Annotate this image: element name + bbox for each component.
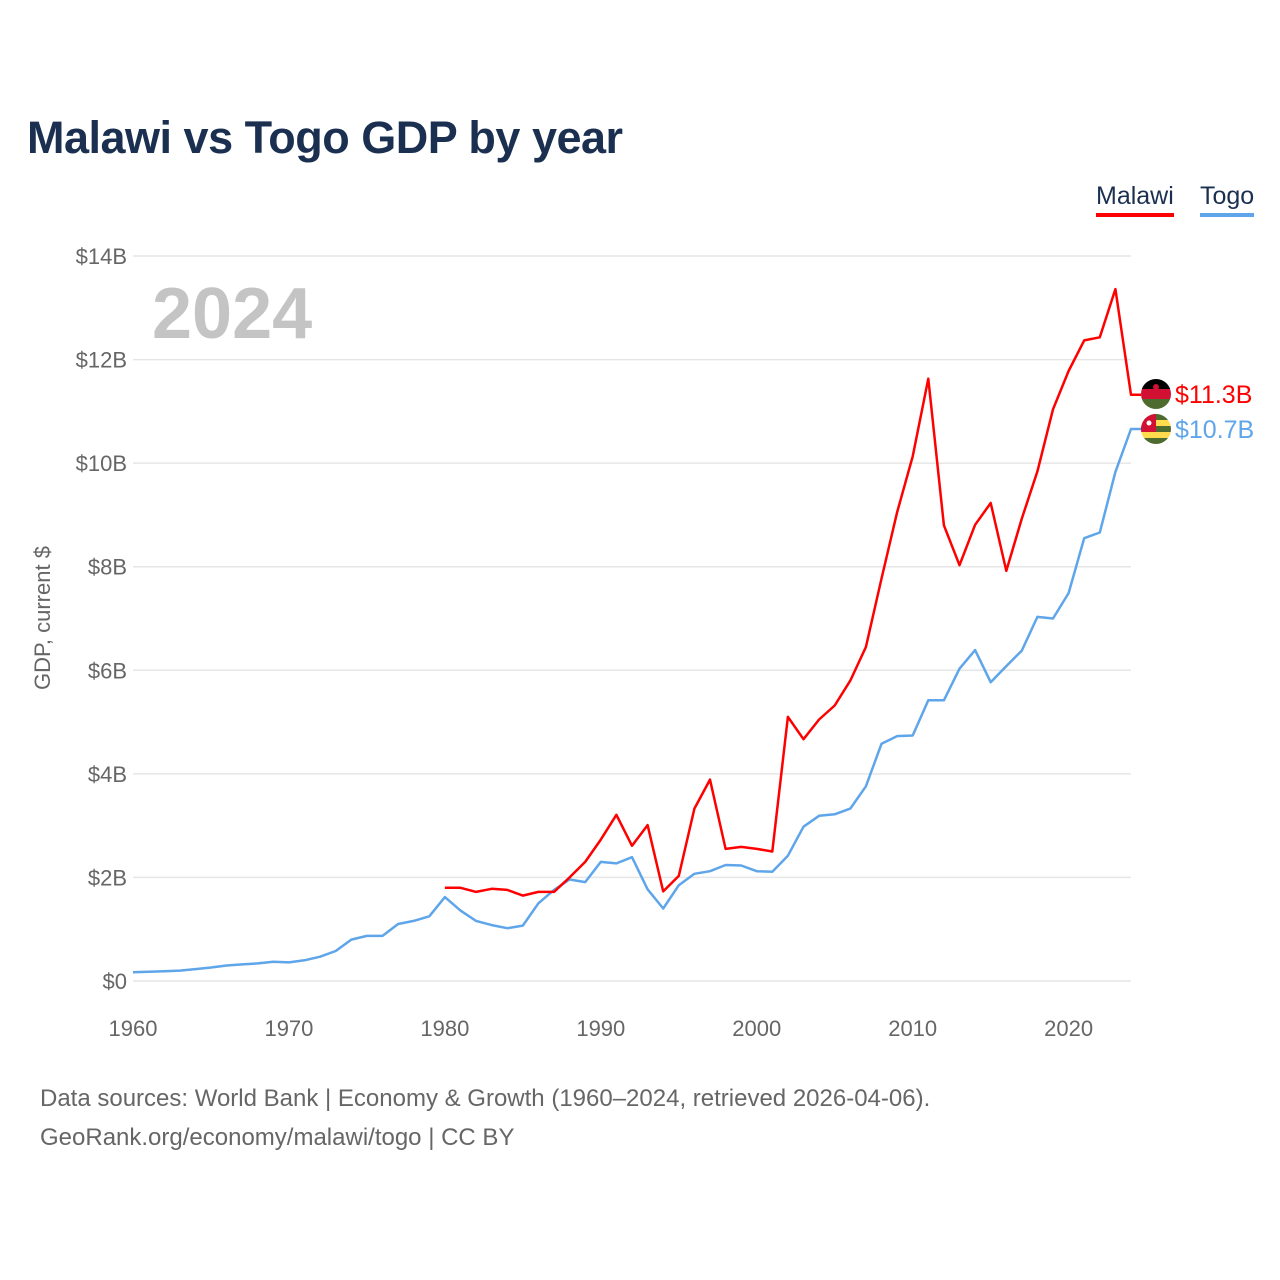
x-tick-label: 1960 (109, 1016, 158, 1041)
togo-line (132, 427, 1141, 974)
x-tick-label: 1970 (264, 1016, 313, 1041)
x-tick-label: 2010 (888, 1016, 937, 1041)
x-tick-label: 2000 (732, 1016, 781, 1041)
footer-sources: Data sources: World Bank | Economy & Gro… (40, 1085, 931, 1112)
y-tick-label: $6B (88, 658, 127, 683)
togo-end-value: $10.7B (1175, 416, 1254, 444)
malawi-flag-icon (1141, 379, 1171, 409)
y-tick-label: $14B (76, 244, 127, 269)
togo-flag-icon (1141, 414, 1171, 444)
legend-malawi[interactable]: Malawi (1096, 182, 1174, 217)
legend-togo[interactable]: Togo (1200, 182, 1255, 217)
y-tick-label: $2B (88, 865, 127, 890)
x-tick-label: 1990 (576, 1016, 625, 1041)
y-axis-label: GDP, current $ (30, 546, 55, 690)
footer-credit[interactable]: GeoRank.org/economy/malawi/togo | CC BY (40, 1124, 515, 1151)
y-tick-label: $4B (88, 762, 127, 787)
x-tick-label: 1980 (420, 1016, 469, 1041)
malawi-end-value: $11.3B (1175, 381, 1252, 409)
y-tick-label: $0 (103, 969, 127, 994)
y-tick-label: $12B (76, 348, 127, 373)
chart-title: Malawi vs Togo GDP by year (27, 112, 623, 163)
y-tick-label: $8B (88, 555, 127, 580)
x-tick-label: 2020 (1044, 1016, 1093, 1041)
year-watermark: 2024 (152, 274, 312, 354)
malawi-line (444, 287, 1141, 897)
y-tick-label: $10B (76, 451, 127, 476)
